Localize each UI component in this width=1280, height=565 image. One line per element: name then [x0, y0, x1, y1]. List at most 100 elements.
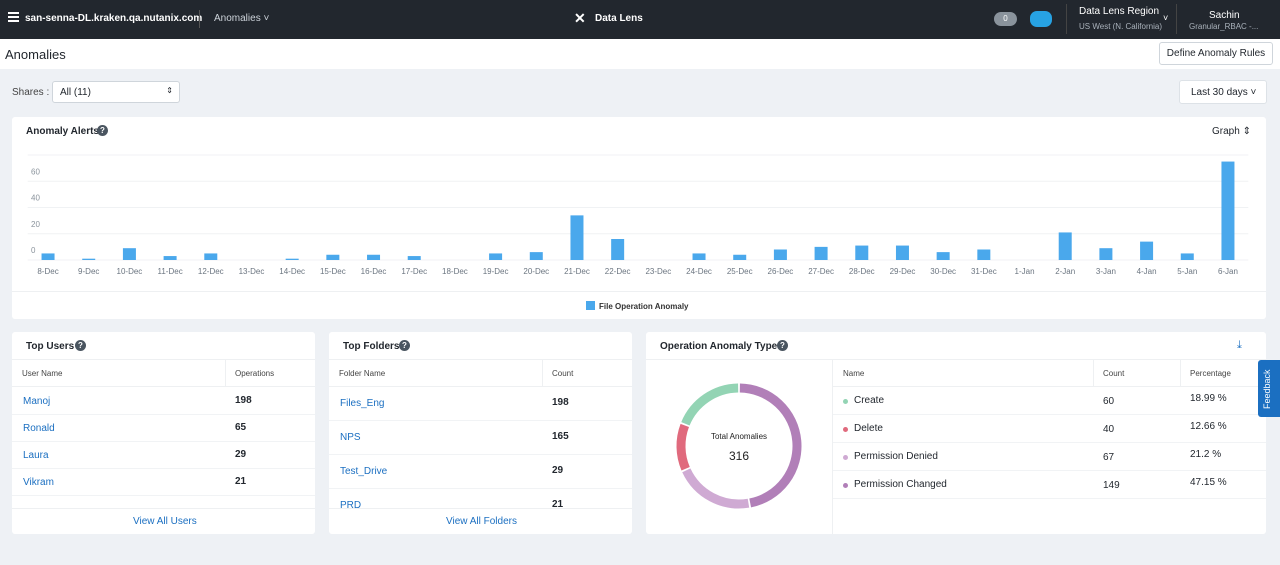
- shares-value: All (11): [60, 87, 91, 98]
- range-select[interactable]: Last 30 days ˅: [1179, 80, 1267, 104]
- x-tick-label: 27-Dec: [808, 267, 834, 276]
- x-tick-label: 9-Dec: [78, 267, 99, 276]
- region[interactable]: US West (N. California): [1079, 22, 1162, 31]
- chart: 0 20 40 60 8-Dec 9-Dec 10-Dec 11-Dec 12-Dec 13-De…: [27, 154, 1249, 311]
- bar: [326, 254, 340, 260]
- bar: [733, 254, 747, 260]
- row-name[interactable]: PRD: [340, 500, 362, 508]
- view-value: Graph: [1212, 126, 1240, 137]
- table-row: PRD 21: [329, 489, 632, 508]
- shares-label: Shares :: [12, 87, 50, 98]
- help-icon[interactable]: ?: [777, 340, 788, 351]
- x-tick-label: 16-Dec: [361, 267, 387, 276]
- row-value: 198: [235, 394, 252, 406]
- top-folders-card: Top Folders ? Folder Name Count Files_Eng 1…: [329, 332, 632, 534]
- top-users-card: Top Users ? User Name Operations Manoj 198 R…: [12, 332, 315, 534]
- x-tick-label: 13-Dec: [239, 267, 265, 276]
- type-count: 40: [1103, 424, 1115, 435]
- row-value: 65: [235, 421, 247, 433]
- bar: [285, 258, 299, 260]
- bar: [855, 245, 869, 260]
- x-tick-label: 31-Dec: [971, 267, 997, 276]
- table-row: Laura 29: [12, 442, 315, 469]
- row-name[interactable]: Files_Eng: [340, 398, 385, 409]
- bar: [936, 252, 950, 260]
- y-tick-label: 0: [31, 246, 36, 255]
- table-row: Test_Drive 29: [329, 455, 632, 489]
- divider: [12, 291, 1266, 292]
- download-icon[interactable]: ⤓: [1237, 339, 1242, 351]
- help-icon[interactable]: ?: [399, 340, 410, 351]
- define-rules-button[interactable]: Define Anomaly Rules: [1159, 42, 1273, 65]
- divider: [1066, 4, 1067, 34]
- y-tick-label: 20: [31, 220, 40, 229]
- row-name[interactable]: Test_Drive: [340, 466, 388, 477]
- table-row: Manoj 198: [12, 388, 315, 415]
- bar: [895, 245, 909, 260]
- bar: [489, 253, 503, 260]
- type-name: Create: [854, 395, 885, 406]
- divider: [199, 10, 200, 28]
- card-title: Top Folders: [343, 341, 400, 352]
- menu-icon[interactable]: [8, 12, 19, 14]
- legend-label: File Operation Anomaly: [599, 302, 689, 311]
- card-title: Anomaly Alerts: [26, 126, 99, 137]
- row-name[interactable]: Ronald: [23, 422, 55, 434]
- x-tick-label: 19-Dec: [483, 267, 509, 276]
- divider: [12, 508, 315, 509]
- row-value: 21: [552, 499, 564, 508]
- alerts-badge[interactable]: 0: [994, 12, 1017, 26]
- x-tick-label: 8-Dec: [37, 267, 58, 276]
- page-title: Anomalies: [5, 47, 66, 62]
- x-tick-label: 28-Dec: [849, 267, 875, 276]
- x-tick-label: 24-Dec: [686, 267, 712, 276]
- bar: [367, 254, 381, 260]
- bar: [122, 248, 136, 260]
- help-icon[interactable]: ?: [97, 125, 108, 136]
- type-count: 60: [1103, 396, 1115, 407]
- column-header: Count: [1103, 369, 1125, 378]
- row-name[interactable]: Manoj: [23, 395, 51, 407]
- card-title: Operation Anomaly Types: [660, 341, 783, 352]
- x-tick-label: 4-Jan: [1137, 267, 1157, 276]
- tasks-icon[interactable]: [1030, 11, 1052, 27]
- host: san-senna-DL.kraken.qa.nutanix.com: [25, 13, 203, 24]
- table-header: User Name Operations: [12, 360, 315, 387]
- column-header: Count: [552, 369, 574, 378]
- bar: [977, 249, 991, 260]
- user[interactable]: Sachin: [1209, 10, 1240, 21]
- x-tick-label: 2-Jan: [1055, 267, 1075, 276]
- help-icon[interactable]: ?: [75, 340, 86, 351]
- x-tick-label: 25-Dec: [727, 267, 753, 276]
- row-name[interactable]: Vikram: [23, 476, 54, 488]
- bar: [407, 256, 421, 260]
- row-name[interactable]: NPS: [340, 432, 361, 443]
- table-row: Ronald 65: [12, 415, 315, 442]
- divider: [832, 359, 833, 534]
- type-percentage: 18.99 %: [1190, 393, 1227, 404]
- x-tick-label: 12-Dec: [198, 267, 224, 276]
- row-name[interactable]: Laura: [23, 449, 49, 461]
- donut-segment: [739, 383, 802, 508]
- y-tick-label: 60: [31, 167, 40, 176]
- view-all-link[interactable]: View All Users: [133, 516, 197, 527]
- shares-select[interactable]: All (11) ⇕: [52, 81, 180, 103]
- menu[interactable]: Anomalies ˅: [214, 13, 270, 24]
- feedback-tab[interactable]: Feedback: [1258, 360, 1280, 417]
- donut-segment: [682, 468, 750, 509]
- table-row: Create 60 18.99 %: [833, 387, 1266, 415]
- anomaly-alerts-card: Anomaly Alerts ? Graph ⇕ 0 20 40 60 8-Dec 9-D…: [12, 117, 1266, 319]
- view-all-link[interactable]: View All Folders: [446, 516, 517, 527]
- table-row: Vikram 21: [12, 469, 315, 496]
- y-tick-label: 40: [31, 194, 40, 203]
- row-value: 29: [552, 465, 564, 476]
- type-percentage: 12.66 %: [1190, 421, 1227, 432]
- column-header: Name: [843, 369, 865, 378]
- x-tick-label: 6-Jan: [1218, 267, 1238, 276]
- type-percentage: 21.2 %: [1190, 449, 1222, 460]
- column-divider: [542, 360, 543, 387]
- legend-swatch: [586, 301, 595, 310]
- x-tick-label: 1-Jan: [1015, 267, 1035, 276]
- view-select[interactable]: Graph ⇕: [1212, 126, 1251, 137]
